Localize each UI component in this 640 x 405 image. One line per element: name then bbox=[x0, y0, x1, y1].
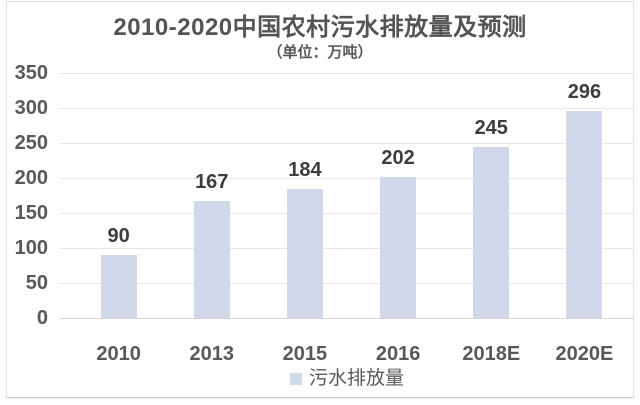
bar bbox=[473, 146, 510, 318]
bar-value-label: 184 bbox=[288, 159, 322, 182]
y-axis-tick-label: 350 bbox=[14, 62, 48, 84]
plot-area: 0 50 100 150 200 250 300 350 90 2010 167 2013 184 201… bbox=[15, 62, 634, 365]
bar bbox=[380, 176, 417, 318]
bar bbox=[286, 189, 323, 318]
x-axis-tick-label: 2010 bbox=[96, 343, 141, 365]
chart-card: 2010-2020中国农村污水排放量及预测 （单位：万吨） 0 50 100 150 2… bbox=[6, 1, 634, 398]
bar-value-label: 90 bbox=[107, 225, 130, 247]
gridline bbox=[60, 178, 634, 179]
gridline bbox=[60, 73, 634, 74]
y-axis-tick-label: 250 bbox=[14, 132, 48, 154]
x-axis-tick-label: 2016 bbox=[375, 343, 421, 365]
gridline bbox=[60, 283, 634, 284]
x-axis-line bbox=[60, 318, 634, 319]
x-axis-tick-label: 2013 bbox=[189, 343, 235, 365]
bar-value-label: 296 bbox=[567, 80, 602, 103]
bar bbox=[100, 255, 137, 318]
bar bbox=[566, 110, 603, 318]
x-axis-tick-label: 2018E bbox=[462, 343, 521, 365]
gridline bbox=[60, 248, 634, 249]
gridline bbox=[60, 213, 634, 214]
x-axis-tick-label: 2020E bbox=[555, 343, 614, 365]
y-axis-tick-label: 150 bbox=[14, 202, 48, 224]
chart-title: 2010-2020中国农村污水排放量及预测 bbox=[113, 14, 527, 41]
y-axis-tick-label: 300 bbox=[14, 97, 48, 119]
bar-value-label: 245 bbox=[474, 116, 508, 139]
bar-value-label: 167 bbox=[195, 171, 229, 194]
legend-label: 污水排放量 bbox=[308, 368, 404, 389]
y-axis-tick-label: 50 bbox=[25, 272, 48, 294]
legend-swatch-icon bbox=[289, 373, 302, 385]
y-axis-tick-label: 200 bbox=[14, 167, 48, 189]
gridline bbox=[60, 143, 634, 144]
bar-value-label: 202 bbox=[381, 146, 415, 169]
bar bbox=[193, 201, 230, 318]
y-axis-tick-label: 0 bbox=[36, 307, 48, 329]
y-axis-tick-label: 100 bbox=[14, 237, 48, 259]
gridline bbox=[60, 108, 634, 109]
chart-subtitle: （单位：万吨） bbox=[267, 44, 373, 61]
x-axis-tick-label: 2015 bbox=[282, 343, 328, 365]
legend: 污水排放量 bbox=[60, 368, 634, 390]
